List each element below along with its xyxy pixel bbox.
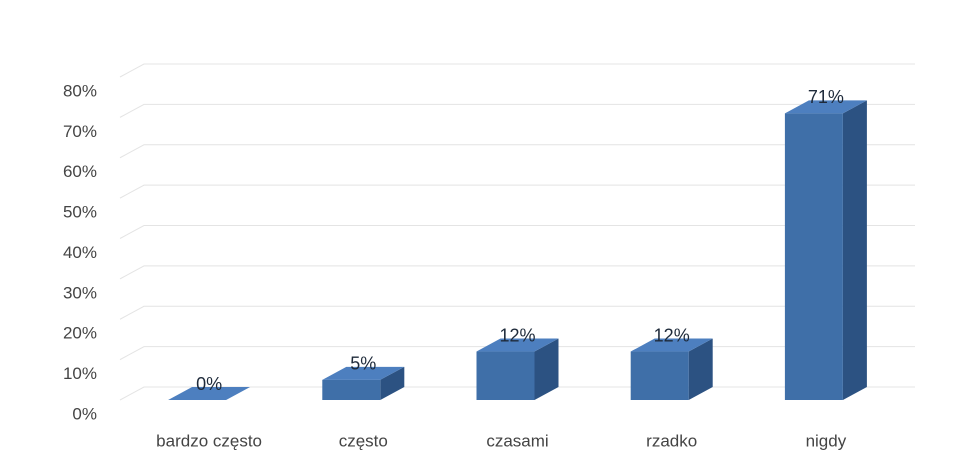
x-tick-label: nigdy [806, 431, 847, 450]
y-tick-label: 50% [63, 203, 97, 222]
grid-line [119, 103, 915, 118]
bar-side [688, 338, 713, 400]
bar-top [168, 387, 251, 400]
value-label: 12% [654, 325, 690, 345]
bar-side [380, 366, 405, 400]
bar-top [476, 338, 559, 352]
y-tick-label: 80% [63, 81, 97, 100]
grid-line [119, 225, 915, 239]
value-label: 0% [196, 374, 222, 394]
bar-top [784, 100, 867, 114]
bar-side [534, 338, 559, 400]
y-tick-label: 40% [63, 243, 97, 262]
x-tick-label: czasami [486, 431, 548, 450]
y-tick-label: 10% [63, 364, 97, 383]
value-label: 5% [350, 354, 376, 374]
bar [630, 351, 689, 400]
y-tick-label: 20% [63, 324, 97, 343]
y-tick-label: 0% [72, 404, 97, 423]
x-tick-label: bardzo często [156, 431, 262, 450]
grid-line [119, 184, 915, 199]
bar [322, 379, 381, 400]
grid-line [119, 63, 915, 78]
bar-top [630, 338, 713, 352]
value-label: 12% [499, 325, 535, 345]
y-tick-label: 30% [63, 283, 97, 302]
y-tick-label: 70% [63, 122, 97, 141]
x-tick-label: rzadko [646, 431, 697, 450]
bar-side [842, 100, 867, 401]
grid-line [119, 305, 915, 320]
grid-line [119, 144, 915, 159]
bar [784, 113, 843, 401]
value-label: 71% [808, 87, 844, 107]
bar [476, 351, 535, 400]
y-tick-label: 60% [63, 162, 97, 181]
x-tick-label: często [339, 431, 388, 450]
bar-top [322, 366, 405, 380]
grid-line [119, 265, 915, 280]
